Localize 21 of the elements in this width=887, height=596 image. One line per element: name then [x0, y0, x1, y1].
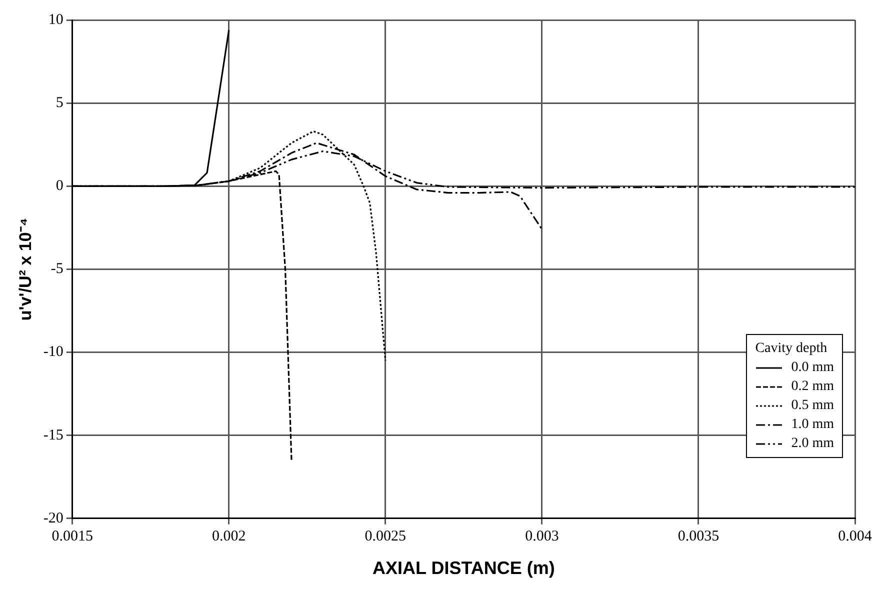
x-tick-label: 0.004	[838, 528, 872, 544]
legend-label: 0.5 mm	[791, 397, 834, 415]
y-tick-label: -20	[43, 510, 64, 526]
x-axis-title: AXIAL DISTANCE (m)	[372, 558, 555, 578]
x-tick-label: 0.0025	[364, 528, 406, 544]
x-tick-label: 0.0015	[52, 528, 94, 544]
legend-label: 2.0 mm	[791, 435, 834, 453]
y-tick-label: -5	[50, 261, 64, 278]
x-tick-label: 0.002	[212, 528, 246, 544]
legend-label: 1.0 mm	[791, 416, 834, 434]
y-tick-label: -15	[43, 427, 64, 444]
y-tick-label: 5	[56, 95, 64, 112]
x-tick-label: 0.003	[525, 528, 559, 544]
legend-title: Cavity depth	[755, 340, 828, 358]
legend-label: 0.0 mm	[791, 359, 834, 377]
legend-label: 0.2 mm	[791, 378, 834, 396]
x-tick-label: 0.0035	[678, 528, 720, 544]
y-tick-label: -10	[43, 344, 64, 360]
y-tick-label: 10	[48, 12, 64, 28]
y-axis-title: u'v'/U² x 10⁻⁴	[16, 218, 35, 321]
y-tick-label: 0	[56, 178, 64, 194]
